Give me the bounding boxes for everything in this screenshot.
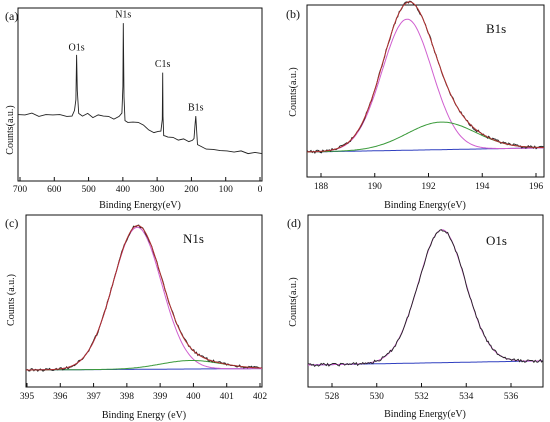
- xtick-label: 399: [153, 392, 168, 402]
- xtick-label: 194: [475, 182, 490, 192]
- xtick-label: 396: [53, 392, 68, 402]
- panel-b-xticks: 188 190 192 194 196: [314, 173, 544, 192]
- peak-label: O1s: [68, 43, 84, 54]
- xtick-label: 188: [314, 182, 329, 192]
- xtick-label: 398: [120, 392, 135, 402]
- panel-b-frame: [306, 4, 545, 178]
- panel-c-frame: [25, 214, 263, 388]
- xtick-label: 100: [219, 185, 234, 195]
- peak-label: N1s: [115, 10, 131, 21]
- xtick-label: 534: [459, 392, 474, 402]
- xtick-label: 0: [258, 185, 263, 195]
- panel-b: (b) B1s 188 190 192 194 196 Binding Energy(e…: [286, 0, 545, 211]
- panel-d-curves: [307, 229, 544, 367]
- xtick-label: 500: [81, 185, 96, 195]
- xtick-label: 397: [86, 392, 101, 402]
- panel-d: (d) O1s 528 530 532 534 536 Binding Energy(e…: [287, 214, 544, 420]
- fitted-peak: [26, 226, 262, 371]
- xtick-label: 192: [421, 182, 436, 192]
- xtick-label: 530: [370, 392, 385, 402]
- xtick-label: 402: [253, 392, 268, 402]
- peak-label: B1s: [188, 103, 204, 114]
- panel-a-frame: [17, 7, 263, 182]
- panel-a: (a) 700 600 500 400 300 200 100 0 O1sN1sC1sB1s …: [5, 7, 263, 211]
- xtick-label: 395: [20, 392, 35, 402]
- panel-d-title: O1s: [486, 233, 507, 248]
- raw-data-line: [25, 224, 263, 372]
- panel-a-xlabel: Binding Energy(eV): [99, 200, 181, 211]
- panel-c-curves: [25, 224, 263, 372]
- panel-a-peak-labels: O1s N1s C1s B1s: [68, 10, 203, 114]
- xtick-label: 300: [150, 185, 165, 195]
- fitted-peak: [307, 121, 545, 153]
- envelope-line: [307, 1, 545, 153]
- xtick-label: 532: [414, 392, 429, 402]
- xtick-label: 190: [368, 182, 383, 192]
- xtick-label: 196: [529, 182, 544, 192]
- panel-c-ylabel: Counts (a.u.): [6, 274, 17, 326]
- panel-b-curves: [306, 0, 545, 154]
- panel-b-title: B1s: [486, 21, 506, 36]
- panel-b-xlabel: Binding Energy(eV): [384, 200, 466, 211]
- xtick-label: 536: [504, 392, 519, 402]
- panel-b-tag: (b): [286, 7, 300, 21]
- panel-c: (c) N1s 395 396 397 398 399 400 401 402 Binding…: [5, 214, 268, 421]
- panel-c-xlabel: Binding Energy (eV): [102, 410, 186, 421]
- xtick-label: 600: [47, 185, 62, 195]
- raw-data-line: [307, 229, 544, 367]
- panel-c-xticks: 395 396 397 398 399 400 401 402: [20, 383, 268, 402]
- xtick-label: 528: [325, 392, 340, 402]
- panel-c-title: N1s: [183, 231, 204, 246]
- panel-d-frame: [307, 214, 544, 388]
- fitted-peak: [306, 18, 544, 153]
- fitted-peak: [308, 229, 543, 366]
- panel-a-tag: (a): [5, 9, 18, 23]
- panel-c-tag: (c): [5, 216, 18, 230]
- envelope-line: [26, 225, 262, 371]
- peak-label: C1s: [155, 59, 171, 70]
- panel-a-ylabel: Counts(a.u.): [5, 105, 16, 154]
- xtick-label: 400: [186, 392, 201, 402]
- panel-d-xlabel: Binding Energy(eV): [384, 409, 466, 420]
- panel-a-xticks: 700 600 500 400 300 200 100 0: [13, 177, 263, 195]
- panel-a-survey-line: [17, 23, 263, 155]
- xtick-label: 200: [184, 185, 199, 195]
- panel-d-ylabel: Counts(a.u.): [288, 277, 299, 326]
- xtick-label: 700: [13, 185, 28, 195]
- panel-d-tag: (d): [287, 216, 301, 230]
- xtick-label: 401: [220, 392, 235, 402]
- panel-d-xticks: 528 530 532 534 536: [325, 383, 519, 402]
- panel-b-ylabel: Counts(a.u.): [288, 67, 299, 116]
- xtick-label: 400: [116, 185, 131, 195]
